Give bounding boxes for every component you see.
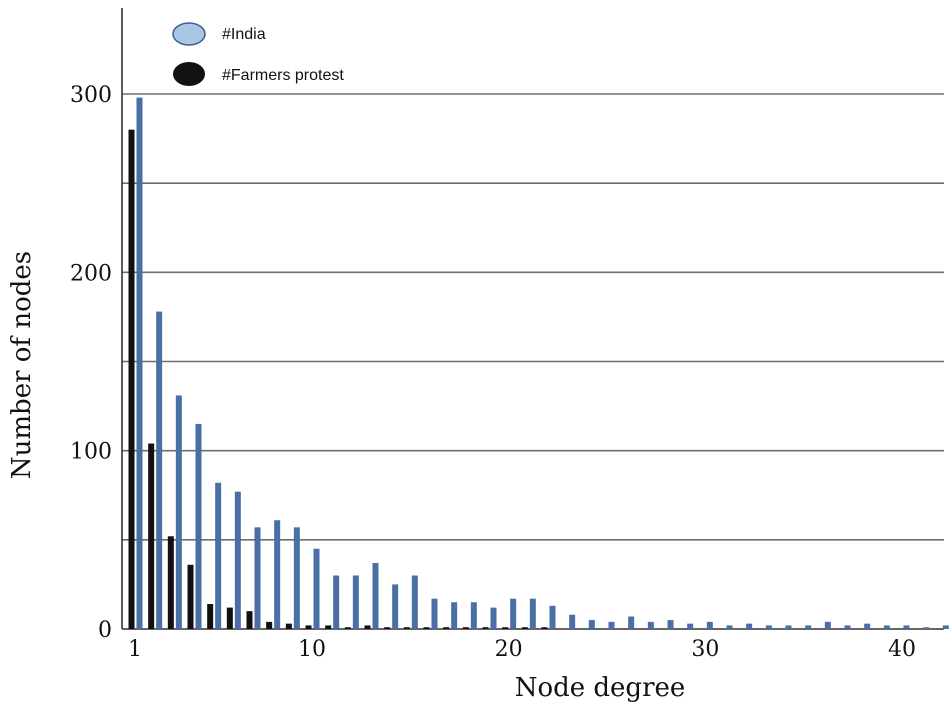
india-bar-41: [923, 627, 930, 629]
india-bar-15: [411, 575, 418, 629]
x-tick-label: 1: [128, 637, 142, 662]
legend-swatch-india: [172, 22, 206, 46]
india-bar-21: [529, 598, 536, 629]
india-bar-38: [864, 623, 871, 629]
india-bar-28: [667, 620, 674, 629]
india-bar-23: [569, 614, 576, 629]
india-bar-4: [195, 423, 202, 629]
india-bar-36: [824, 621, 831, 629]
legend-label-india: #India: [222, 26, 266, 43]
x-tick-labels: 1 10 20 30 40: [128, 637, 916, 662]
india-bar-2: [156, 311, 163, 629]
india-bar-25: [608, 621, 615, 629]
india-bar-29: [687, 623, 694, 629]
farmers-protest-bar-10: [305, 625, 312, 629]
farmers-protest-bar-1: [128, 129, 135, 629]
india-bar-22: [549, 605, 556, 629]
gridlines: [122, 93, 944, 541]
y-tick-label: 300: [70, 83, 112, 108]
y-tick-label: 0: [98, 618, 112, 643]
india-bar-42: [942, 625, 949, 629]
india-bar-19: [490, 607, 497, 629]
farmers-protest-bar-3: [167, 536, 174, 629]
india-bar-10: [313, 548, 320, 629]
farmers-protest-bar-5: [207, 604, 214, 629]
farmers-protest-bar-9: [285, 623, 292, 629]
y-tick-label: 200: [70, 261, 112, 286]
farmers-protest-bar-19: [482, 627, 489, 629]
india-bar-34: [785, 625, 792, 629]
farmers-protest-bar-21: [521, 627, 528, 629]
x-tick-label: 40: [888, 637, 916, 662]
farmers-protest-bar-14: [384, 627, 391, 629]
india-bar-18: [470, 602, 477, 629]
india-bar-39: [883, 625, 890, 629]
y-tick-labels: 0 100 200 300: [70, 83, 112, 643]
india-bar-1: [136, 97, 143, 630]
india-bar-30: [706, 621, 713, 629]
farmers-protest-bar-16: [423, 627, 430, 629]
farmers-protest-bar-18: [462, 627, 469, 629]
india-bar-6: [234, 491, 241, 629]
india-bar-27: [647, 621, 654, 629]
y-tick-label: 100: [70, 440, 112, 465]
legend: #India #Farmers protest: [172, 22, 344, 86]
x-axis-title: Node degree: [515, 673, 686, 703]
farmers-protest-bar-22: [541, 627, 548, 629]
india-bar-16: [431, 598, 438, 629]
india-bar-26: [628, 616, 635, 629]
farmers-protest-bar-2: [148, 443, 155, 629]
india-bar-37: [844, 625, 851, 629]
farmers-protest-bar-17: [443, 627, 450, 629]
india-bar-40: [903, 625, 910, 629]
india-bar-35: [805, 625, 812, 629]
india-bar-11: [333, 575, 340, 629]
india-bar-7: [254, 527, 261, 629]
farmers-protest-bar-13: [364, 625, 371, 629]
farmers-protest-bar-4: [187, 564, 194, 629]
india-bar-33: [765, 625, 772, 629]
bars: [128, 97, 949, 630]
farmers-protest-bar-15: [403, 627, 410, 629]
farmers-protest-bar-6: [226, 607, 233, 629]
farmers-protest-bar-11: [325, 625, 332, 629]
india-bar-9: [293, 527, 300, 629]
india-bar-12: [352, 575, 359, 629]
farmers-protest-bar-12: [344, 627, 351, 629]
india-bar-24: [588, 620, 595, 629]
x-tick-label: 20: [495, 637, 523, 662]
farmers-protest-bar-8: [266, 621, 273, 629]
india-bar-13: [372, 563, 379, 629]
legend-swatch-farmers-protest: [173, 62, 205, 86]
legend-label-farmers-protest: #Farmers protest: [222, 67, 344, 84]
x-tick-label: 10: [298, 637, 326, 662]
india-bar-32: [746, 623, 753, 629]
farmers-protest-bar-20: [502, 627, 509, 629]
india-bar-17: [451, 602, 458, 629]
india-bar-31: [726, 625, 733, 629]
india-bar-14: [392, 584, 399, 629]
india-bar-20: [510, 598, 517, 629]
india-bar-8: [274, 520, 281, 629]
farmers-protest-bar-7: [246, 611, 253, 629]
y-axis-title: Number of nodes: [7, 251, 37, 479]
india-bar-3: [175, 395, 182, 629]
india-bar-5: [215, 482, 222, 629]
x-tick-label: 30: [691, 637, 719, 662]
